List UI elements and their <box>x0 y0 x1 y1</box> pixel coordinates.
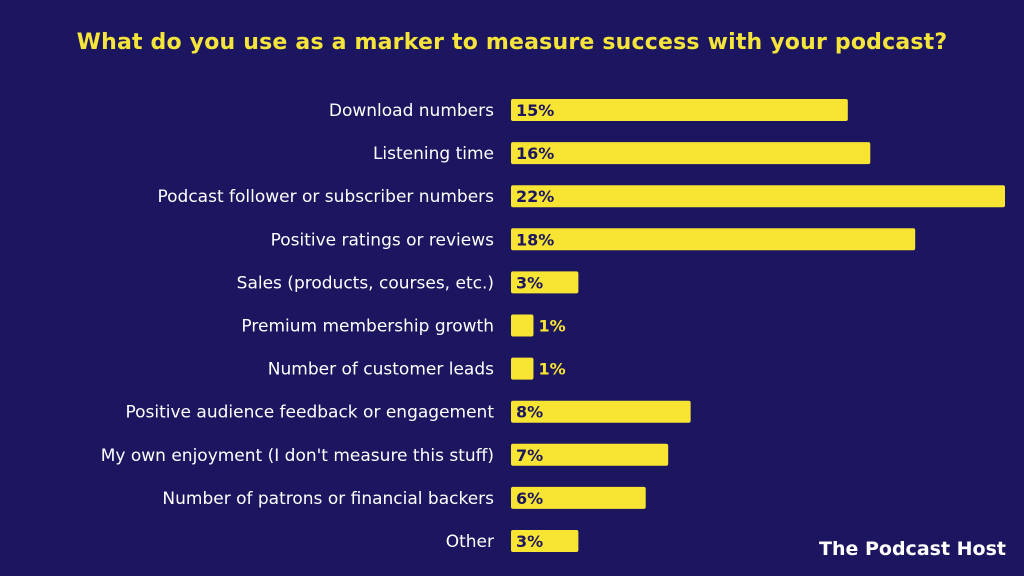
bar <box>511 142 871 165</box>
value-label: 18% <box>516 230 554 249</box>
value-label: 3% <box>516 273 543 292</box>
value-label: 8% <box>516 403 543 422</box>
category-label: Other <box>446 532 494 552</box>
bar <box>511 185 1005 208</box>
category-label: Positive audience feedback or engagement <box>125 403 494 423</box>
category-label: Podcast follower or subscriber numbers <box>158 187 495 207</box>
value-label: 16% <box>516 144 554 163</box>
bar <box>511 228 916 251</box>
category-label: Number of customer leads <box>268 360 494 380</box>
value-label: 22% <box>516 187 554 206</box>
value-label: 6% <box>516 489 543 508</box>
category-label: Number of patrons or financial backers <box>162 489 494 509</box>
bar <box>511 314 534 337</box>
category-label: Positive ratings or reviews <box>271 230 495 250</box>
value-label: 3% <box>516 532 543 551</box>
value-label: 7% <box>516 446 543 465</box>
bar <box>511 486 646 509</box>
bar <box>511 99 848 121</box>
category-label: Premium membership growth <box>241 317 494 337</box>
value-label: 1% <box>538 360 565 379</box>
bar <box>511 443 669 466</box>
brand-logo-text: The Podcast Host <box>818 538 1006 560</box>
bar <box>511 357 534 380</box>
category-label: Download numbers <box>329 101 494 121</box>
category-label: Sales (products, courses, etc.) <box>237 273 494 293</box>
category-label: Listening time <box>373 144 494 164</box>
chart-title: What do you use as a marker to measure s… <box>76 30 948 55</box>
bar <box>511 400 691 423</box>
value-label: 15% <box>516 101 554 120</box>
category-label: My own enjoyment (I don't measure this s… <box>101 446 494 466</box>
bar <box>511 271 579 294</box>
bar <box>511 530 579 552</box>
value-label: 1% <box>538 317 565 336</box>
